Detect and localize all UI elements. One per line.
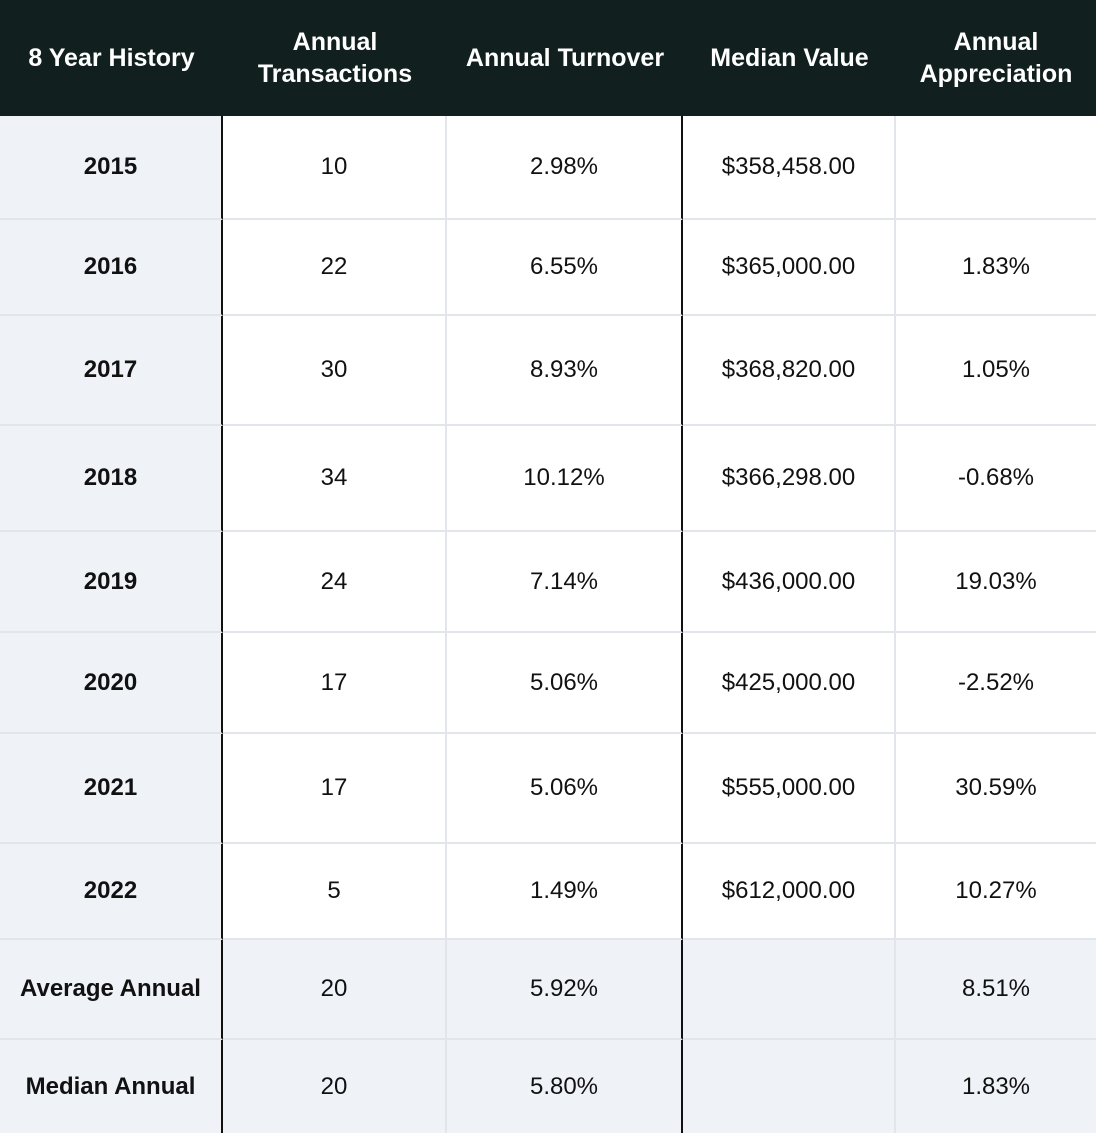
turnover-cell: 10.12% <box>447 426 683 532</box>
median-value-cell: $436,000.00 <box>683 532 896 633</box>
transactions-cell: 17 <box>223 633 447 734</box>
transactions-cell: 20 <box>223 940 447 1040</box>
appreciation-cell: 8.51% <box>896 940 1096 1040</box>
row-label-cell: 2015 <box>0 116 223 220</box>
transactions-cell: 24 <box>223 532 447 633</box>
transactions-cell: 10 <box>223 116 447 220</box>
row-label-cell: 2016 <box>0 220 223 316</box>
appreciation-cell: 19.03% <box>896 532 1096 633</box>
turnover-cell: 5.92% <box>447 940 683 1040</box>
header-transactions: Annual Transactions <box>223 0 447 116</box>
turnover-cell: 7.14% <box>447 532 683 633</box>
median-value-cell <box>683 1040 896 1133</box>
turnover-cell: 6.55% <box>447 220 683 316</box>
median-value-cell <box>683 940 896 1040</box>
summary-label-cell: Average Annual <box>0 940 223 1040</box>
median-value-cell: $368,820.00 <box>683 316 896 426</box>
appreciation-cell <box>896 116 1096 220</box>
header-appreciation: Annual Appreciation <box>896 0 1096 116</box>
median-value-cell: $358,458.00 <box>683 116 896 220</box>
transactions-cell: 34 <box>223 426 447 532</box>
turnover-cell: 1.49% <box>447 844 683 940</box>
appreciation-cell: -0.68% <box>896 426 1096 532</box>
turnover-cell: 5.80% <box>447 1040 683 1133</box>
appreciation-cell: 1.05% <box>896 316 1096 426</box>
row-label-cell: 2018 <box>0 426 223 532</box>
header-year: 8 Year History <box>0 0 223 116</box>
appreciation-cell: 30.59% <box>896 734 1096 844</box>
row-label-cell: 2019 <box>0 532 223 633</box>
header-median-value: Median Value <box>683 0 896 116</box>
median-value-cell: $366,298.00 <box>683 426 896 532</box>
median-value-cell: $555,000.00 <box>683 734 896 844</box>
median-value-cell: $365,000.00 <box>683 220 896 316</box>
turnover-cell: 8.93% <box>447 316 683 426</box>
turnover-cell: 5.06% <box>447 633 683 734</box>
row-label-cell: 2021 <box>0 734 223 844</box>
median-value-cell: $612,000.00 <box>683 844 896 940</box>
turnover-cell: 5.06% <box>447 734 683 844</box>
transactions-cell: 22 <box>223 220 447 316</box>
appreciation-cell: -2.52% <box>896 633 1096 734</box>
appreciation-cell: 1.83% <box>896 220 1096 316</box>
appreciation-cell: 10.27% <box>896 844 1096 940</box>
header-turnover: Annual Turnover <box>447 0 683 116</box>
median-value-cell: $425,000.00 <box>683 633 896 734</box>
row-label-cell: 2017 <box>0 316 223 426</box>
transactions-cell: 5 <box>223 844 447 940</box>
transactions-cell: 20 <box>223 1040 447 1133</box>
appreciation-cell: 1.83% <box>896 1040 1096 1133</box>
summary-label-cell: Median Annual <box>0 1040 223 1133</box>
transactions-cell: 30 <box>223 316 447 426</box>
transactions-cell: 17 <box>223 734 447 844</box>
row-label-cell: 2022 <box>0 844 223 940</box>
turnover-cell: 2.98% <box>447 116 683 220</box>
row-label-cell: 2020 <box>0 633 223 734</box>
